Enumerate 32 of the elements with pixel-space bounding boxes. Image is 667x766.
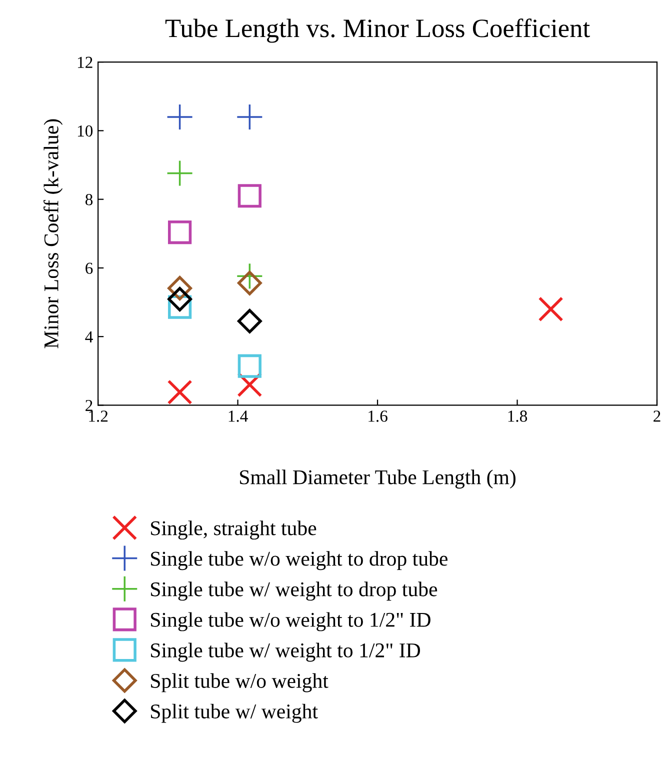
chart-title: Tube Length vs. Minor Loss Coefficient xyxy=(165,18,590,43)
point xyxy=(167,104,192,130)
point xyxy=(538,296,564,322)
legend-label: Single tube w/ weight to drop tube xyxy=(151,582,438,601)
point xyxy=(168,220,192,244)
point xyxy=(168,276,192,300)
y-tick-label: 6 xyxy=(86,262,93,274)
point xyxy=(237,270,262,296)
x-tick-label: 2 xyxy=(654,410,660,422)
point xyxy=(238,184,262,208)
x-tick-label: 1.6 xyxy=(368,410,388,422)
point xyxy=(167,380,192,405)
y-tick-label: 10 xyxy=(78,125,93,137)
point xyxy=(238,354,262,378)
y-tick-label: 2 xyxy=(86,400,92,411)
y-tick-label: 4 xyxy=(85,331,93,342)
y-tick-label: 8 xyxy=(85,194,93,206)
x-tick-label: 1.4 xyxy=(228,410,248,422)
x-tick-label: 1.2 xyxy=(89,410,108,422)
legend-label: Single tube w/ weight to 1/2" ID xyxy=(151,642,420,662)
point xyxy=(168,286,192,312)
legend-label: Single tube w/o weight to 1/2" ID xyxy=(151,612,430,632)
point xyxy=(237,104,262,130)
legend-label: Single tube w/o weight to drop tube xyxy=(151,551,448,570)
x-tick-label: 1.8 xyxy=(508,410,528,422)
point xyxy=(237,308,262,334)
legend-label: Split tube w/ weight xyxy=(151,704,318,723)
legend-label: Single, straight tube xyxy=(151,520,316,540)
y-tick-label: 12 xyxy=(78,56,92,68)
x-axis-title: Small Diameter Tube Length (m) xyxy=(240,470,516,489)
y-axis-title: Minor Loss Coeff (k-value) xyxy=(44,119,63,348)
legend-label: Split tube w/o weight xyxy=(151,673,328,692)
